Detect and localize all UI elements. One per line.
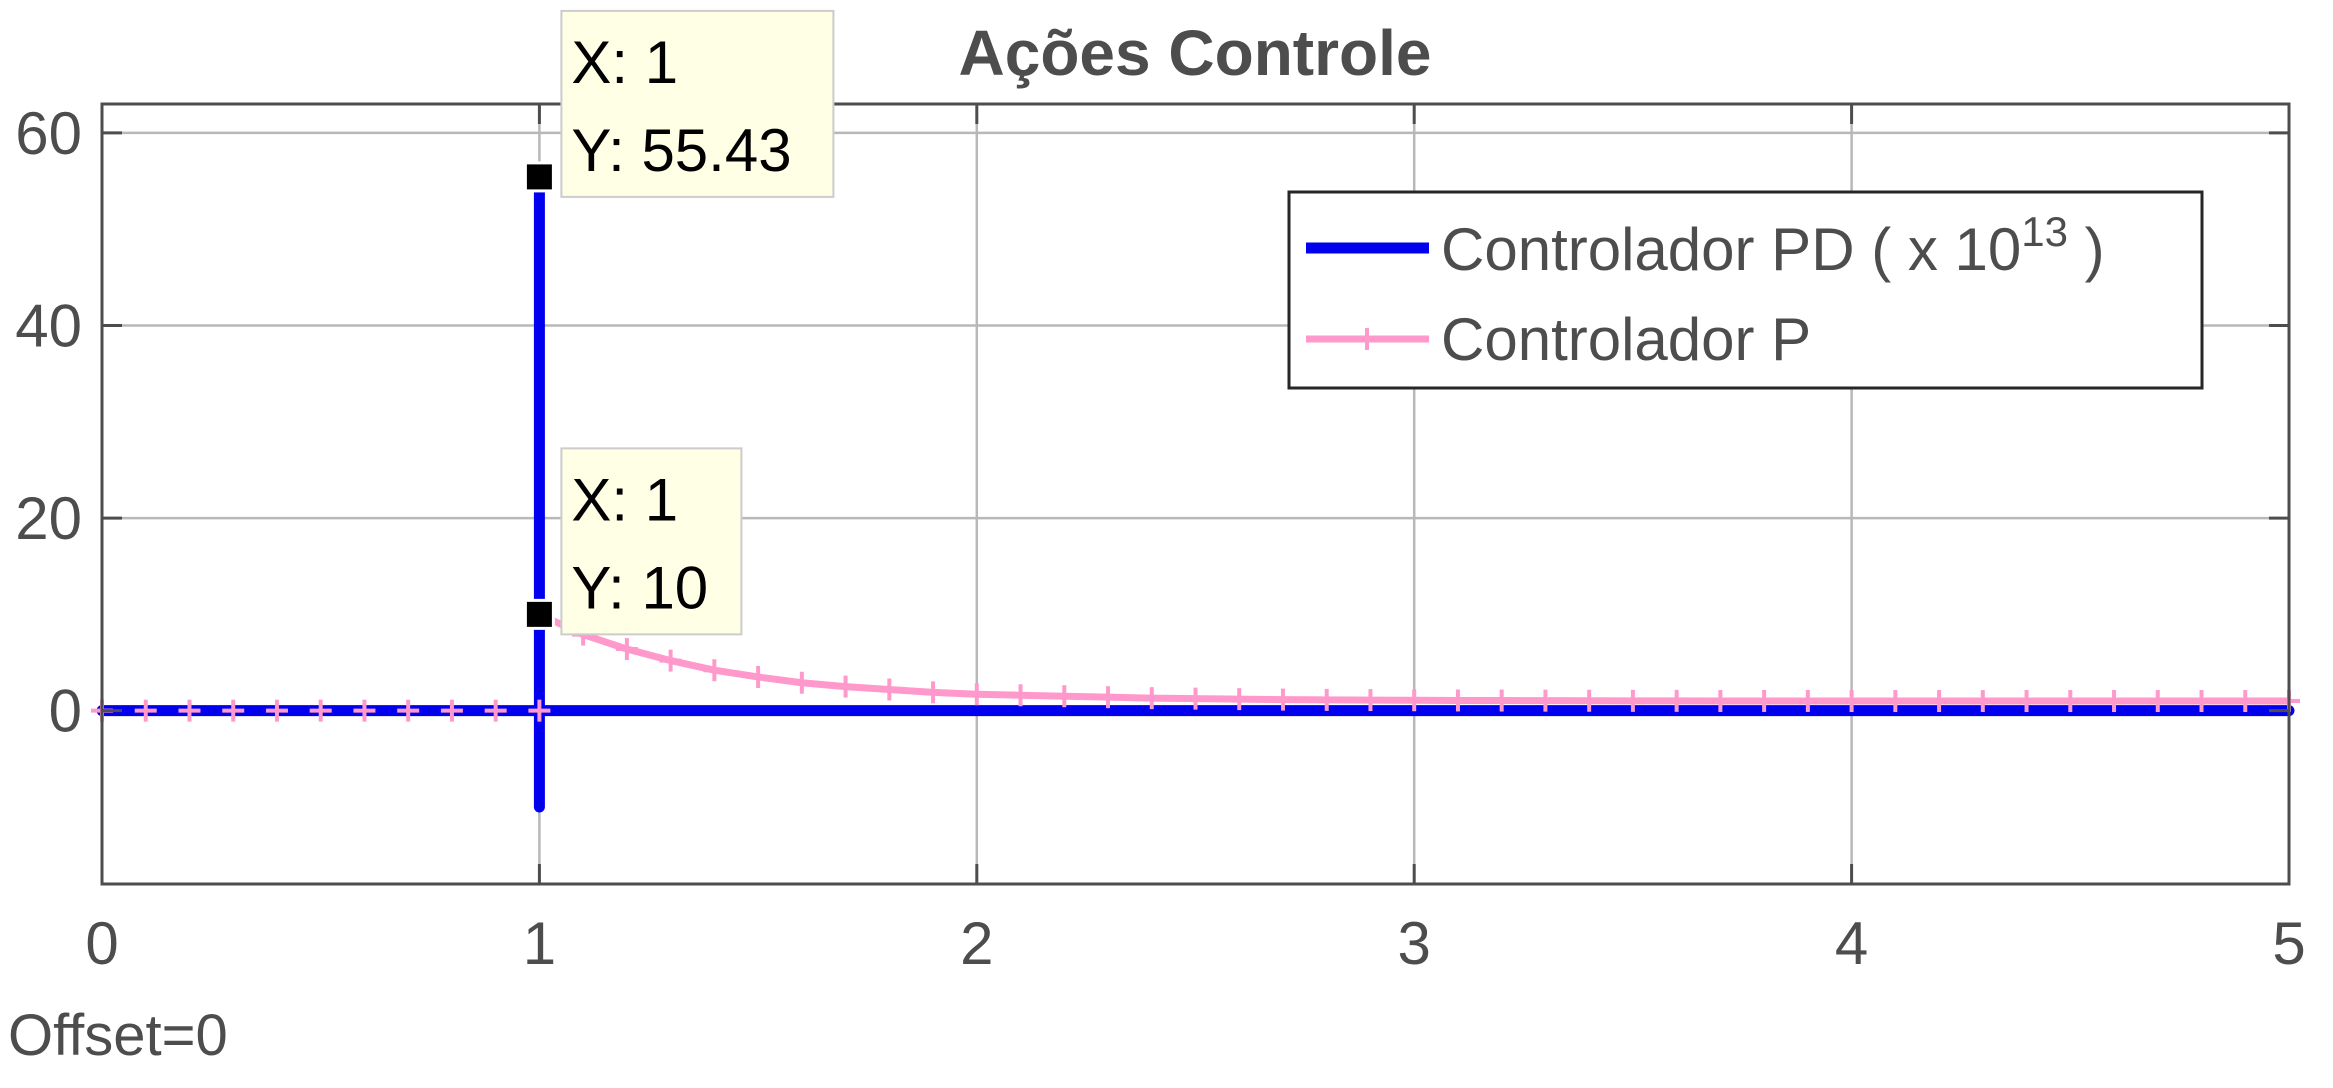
datatip-marker-1	[523, 598, 555, 630]
series-point-controlador-p-32	[1446, 689, 1469, 712]
series-point-controlador-p-34	[1534, 689, 1557, 712]
series-point-controlador-p-45	[2015, 690, 2038, 713]
datatip-box-0	[560, 9, 835, 198]
series-point-controlador-p-10	[528, 699, 551, 722]
series-point-controlador-p-22	[1009, 684, 1032, 707]
datatips: X: 1 Y: 55.43 X: 1 Y: 10	[523, 9, 835, 636]
series-point-controlador-p-29	[1315, 688, 1338, 711]
legend: Controlador PD ( x 1013 ) Controlador P	[1287, 190, 2204, 390]
x-tick-label-0: 0	[85, 910, 118, 977]
series-point-controlador-p-5	[309, 699, 332, 722]
series-point-controlador-p-50	[2234, 690, 2257, 713]
series-point-controlador-p-48	[2146, 690, 2169, 713]
series-point-controlador-p-44	[1971, 690, 1994, 713]
series-point-controlador-p-33	[1490, 689, 1513, 712]
series-point-controlador-p-8	[440, 699, 463, 722]
series-point-controlador-p-9	[484, 699, 507, 722]
series-point-controlador-p-46	[2059, 690, 2082, 713]
series-point-controlador-p-13	[615, 638, 638, 661]
series-point-controlador-p-35	[1578, 689, 1601, 712]
ticks	[100, 104, 2291, 884]
series-point-controlador-p-21	[965, 683, 988, 706]
series-point-controlador-p-43	[1928, 690, 1951, 713]
series-point-controlador-p-7	[397, 699, 420, 722]
series-point-controlador-p-16	[747, 665, 770, 688]
datatip-1: X: 1 Y: 10	[523, 447, 743, 636]
datatip-0: X: 1 Y: 55.43	[523, 9, 835, 198]
series-point-controlador-p-4	[265, 699, 288, 722]
series-point-controlador-p-49	[2190, 690, 2213, 713]
datatip-x-text-1: X: 1	[571, 466, 678, 533]
series-point-controlador-p-47	[2103, 690, 2126, 713]
series-point-controlador-p-17	[790, 671, 813, 694]
series-point-controlador-p-24	[1097, 686, 1120, 709]
series-point-controlador-p-38	[1709, 689, 1732, 712]
y-tick-label-0: 0	[49, 678, 82, 745]
series-point-controlador-p-20	[922, 681, 945, 704]
series-point-controlador-p-40	[1796, 689, 1819, 712]
series-point-controlador-p-30	[1359, 689, 1382, 712]
x-tick-label-2: 2	[960, 910, 993, 977]
series-point-controlador-p-39	[1753, 689, 1776, 712]
axes-box	[100, 102, 2291, 886]
series-point-controlador-p-36	[1621, 689, 1644, 712]
y-tick-label-1: 20	[15, 485, 82, 552]
series-point-controlador-p-41	[1840, 690, 1863, 713]
series-point-controlador-p-19	[878, 678, 901, 701]
series-point-controlador-p-2	[178, 699, 201, 722]
series-point-controlador-p-37	[1665, 689, 1688, 712]
series-point-controlador-p-23	[1053, 685, 1076, 708]
datatip-marker-0	[523, 161, 555, 193]
datatip-box-1	[560, 447, 743, 636]
series-point-controlador-p-31	[1403, 689, 1426, 712]
series-point-controlador-p-28	[1271, 688, 1294, 711]
y-tick-label-2: 40	[15, 292, 82, 359]
chart-title: Ações Controle	[959, 17, 1432, 89]
series-point-controlador-p-14	[659, 649, 682, 672]
series-point-controlador-p-1	[134, 699, 157, 722]
datatip-x-text-0: X: 1	[571, 29, 678, 96]
series-point-controlador-p-26	[1184, 687, 1207, 710]
datatip-y-text-1: Y: 10	[571, 554, 708, 621]
legend-label-controlador-pd: Controlador PD ( x 1013 )	[1441, 208, 2105, 283]
series-point-controlador-p-3	[222, 699, 245, 722]
legend-box	[1287, 190, 2204, 390]
x-tick-label-1: 1	[523, 910, 556, 977]
series-line-controlador-pd	[96, 171, 2295, 813]
series-point-controlador-p-15	[703, 659, 726, 682]
y-tick-label-3: 60	[15, 100, 82, 167]
series-point-controlador-p-42	[1884, 690, 1907, 713]
series-point-controlador-p-18	[834, 675, 857, 698]
legend-label-controlador-p: Controlador P	[1441, 306, 1811, 373]
tick-labels: 0 1 2 3 4 5 0 20 40 60	[15, 100, 2305, 977]
series-point-controlador-p-25	[1140, 687, 1163, 710]
x-tick-label-3: 3	[1398, 910, 1431, 977]
x-tick-label-5: 5	[2272, 910, 2305, 977]
series-point-controlador-p-6	[353, 699, 376, 722]
series-point-controlador-p-27	[1228, 688, 1251, 711]
x-tick-label-4: 4	[1835, 910, 1868, 977]
datatip-y-text-0: Y: 55.43	[571, 117, 791, 184]
offset-annotation: Offset=0	[8, 1003, 228, 1068]
